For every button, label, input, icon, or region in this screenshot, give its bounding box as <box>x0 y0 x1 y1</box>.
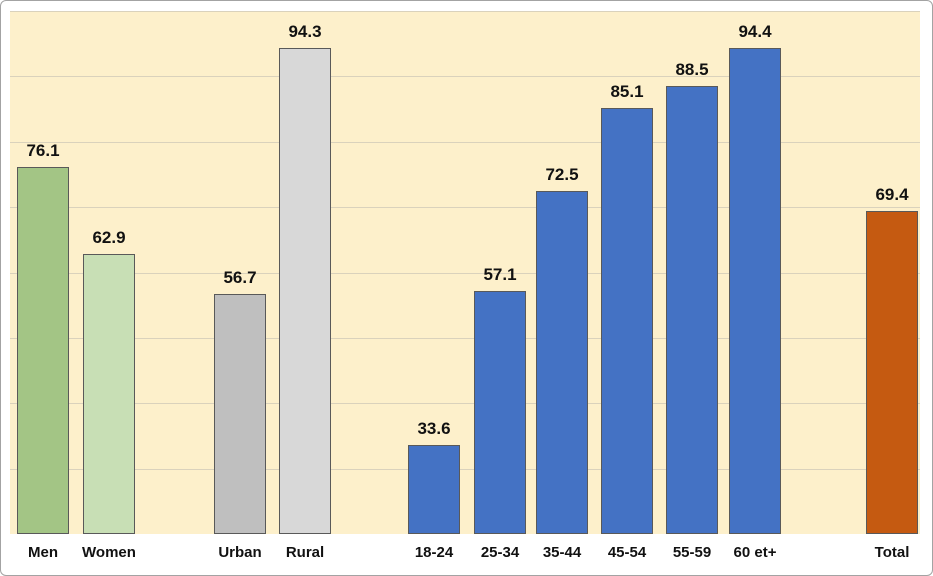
gridline <box>10 76 920 78</box>
category-label: Urban <box>218 544 262 561</box>
category-label: Total <box>874 544 910 561</box>
gridline <box>10 272 920 274</box>
category-label: 25-34 <box>480 544 520 561</box>
category-label: Men <box>28 544 58 561</box>
value-label: 69.4 <box>875 185 909 204</box>
gridline <box>10 403 920 405</box>
bar-rural <box>279 48 331 534</box>
value-label: 88.5 <box>675 60 709 79</box>
bar-18-24 <box>408 445 460 534</box>
bar-25-34 <box>474 291 526 534</box>
gridline <box>10 11 920 12</box>
gridline <box>10 141 920 143</box>
value-label: 57.1 <box>483 265 517 284</box>
gridline <box>10 207 920 209</box>
value-label: 94.3 <box>288 22 322 41</box>
bar-45-54 <box>601 108 653 534</box>
value-label: 94.4 <box>738 22 772 41</box>
category-label: Women <box>82 544 136 561</box>
category-label: 18-24 <box>414 544 454 561</box>
bar-men <box>17 167 69 534</box>
category-label: 45-54 <box>607 544 647 561</box>
bar-women <box>83 254 135 534</box>
value-label: 56.7 <box>223 268 257 287</box>
category-label: 55-59 <box>672 544 712 561</box>
bar-55-59 <box>666 86 718 534</box>
value-label: 85.1 <box>610 82 644 101</box>
gridline <box>10 468 920 470</box>
bar-total <box>866 211 918 534</box>
bar-60-et- <box>729 48 781 534</box>
gridline <box>10 337 920 339</box>
bar-urban <box>214 294 266 534</box>
plot-area <box>10 11 920 534</box>
value-label: 62.9 <box>92 228 126 247</box>
bar-35-44 <box>536 191 588 534</box>
category-label: 60 et+ <box>733 544 777 561</box>
value-label: 72.5 <box>545 165 579 184</box>
value-label: 76.1 <box>26 141 60 160</box>
value-label: 33.6 <box>417 419 451 438</box>
category-label: 35-44 <box>542 544 582 561</box>
category-label: Rural <box>285 544 325 561</box>
